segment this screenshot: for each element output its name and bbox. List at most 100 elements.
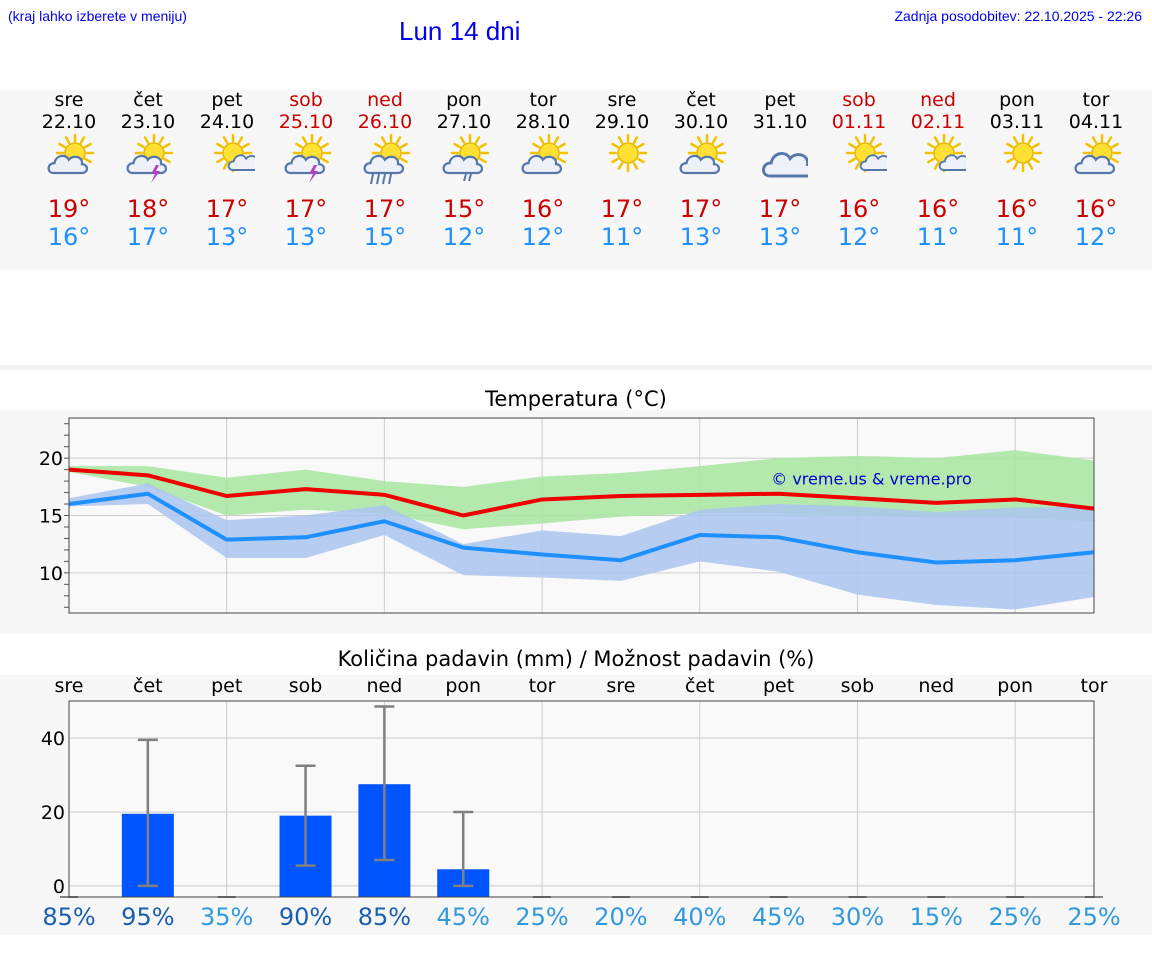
temp-min: 15°	[363, 223, 407, 251]
cloud-shape	[1074, 154, 1116, 175]
sun-thunder-icon	[126, 133, 174, 183]
y-tick-label: 10	[39, 563, 63, 585]
weather-icon-slot	[1056, 133, 1136, 185]
day-name: čet	[133, 89, 163, 111]
weather-icon-slot	[740, 133, 820, 185]
sun-cloud-icon	[1074, 133, 1122, 175]
day-date: 28.10	[515, 111, 571, 133]
weather-icon-slot	[977, 133, 1057, 185]
sun-cloud-icon	[679, 133, 727, 175]
day-name: sob	[289, 89, 323, 111]
precip-probability: 25%	[1067, 903, 1121, 931]
sun-rays	[608, 133, 648, 173]
day-date: 27.10	[436, 111, 492, 133]
precip-day-label: pet	[763, 675, 795, 697]
temp-max: 17°	[284, 195, 328, 223]
temp-min: 12°	[442, 223, 486, 251]
forecast-day: pet 24.10 17° 13°	[187, 89, 267, 251]
day-name: pon	[999, 89, 1035, 111]
sun-icon	[1003, 133, 1043, 173]
separator	[0, 365, 1152, 370]
precip-probability: 85%	[357, 903, 412, 931]
precip-day-label: pon	[445, 675, 482, 697]
precip-probability: 25%	[515, 903, 569, 931]
temp-min: 12°	[521, 223, 565, 251]
location-hint: (kraj lahko izberete v meniju)	[8, 8, 187, 24]
precip-day-label: pon	[997, 675, 1033, 697]
day-date: 31.10	[752, 111, 808, 133]
precip-day-label: tor	[1080, 675, 1108, 697]
y-tick-label: 20	[39, 448, 63, 470]
temp-min: 13°	[205, 223, 249, 251]
temp-min: 12°	[1074, 223, 1118, 251]
day-name: tor	[1082, 89, 1110, 111]
forecast-day: čet 30.10 17° 13°	[661, 89, 741, 251]
precip-probability: 20%	[594, 903, 648, 931]
weather-icon-slot	[503, 133, 583, 185]
day-date: 02.11	[910, 111, 966, 133]
temp-max: 16°	[916, 195, 960, 223]
lightning-bolt	[151, 165, 160, 183]
plot-frame	[68, 417, 1095, 614]
temp-min: 17°	[126, 223, 170, 251]
forecast-strip	[0, 90, 1152, 270]
cloud-shape	[762, 152, 808, 178]
forecast-day: ned 26.10 17° 15°	[345, 89, 425, 251]
sun-cloud-drizzle-icon	[442, 133, 490, 182]
rain-drop	[463, 173, 467, 182]
day-name: ned	[367, 89, 403, 111]
min-temperature-line	[68, 491, 1095, 565]
forecast-day: sre 29.10 17° 11°	[582, 89, 662, 251]
day-date: 24.10	[199, 111, 255, 133]
temp-max: 16°	[837, 195, 881, 223]
sun-disc	[1012, 142, 1034, 164]
precip-day-label: čet	[684, 675, 715, 697]
day-date: 30.10	[673, 111, 729, 133]
temp-max: 16°	[995, 195, 1039, 223]
weather-icon-slot	[108, 133, 188, 185]
precip-probability: 45%	[436, 903, 490, 931]
temp-max: 16°	[1074, 195, 1118, 223]
temp-max: 17°	[679, 195, 723, 223]
rain-drop	[382, 173, 386, 185]
precip-probability: 40%	[673, 903, 727, 931]
day-date: 26.10	[357, 111, 413, 133]
plot-area	[69, 701, 1094, 897]
precip-probability: 45%	[751, 903, 806, 931]
precip-day-label: sre	[606, 675, 636, 697]
precip-day-label: sob	[840, 675, 875, 697]
rain-drop	[388, 173, 392, 185]
precip-probability: 25%	[988, 903, 1042, 931]
weather-icon-slot	[898, 133, 978, 185]
day-name: ned	[920, 89, 956, 111]
forecast-day: tor 28.10 16° 12°	[503, 89, 583, 251]
forecast-day: pon 27.10 15° 12°	[424, 89, 504, 251]
precip-probability: 15%	[909, 903, 963, 931]
precip-probability: 95%	[121, 903, 175, 931]
forecast-day: čet 23.10 18° 17°	[108, 89, 188, 251]
weather-icon-slot	[187, 133, 267, 185]
day-date: 22.10	[41, 111, 97, 133]
weather-icon-slot	[819, 133, 899, 185]
cloud-shape	[679, 154, 721, 175]
day-name: tor	[529, 89, 557, 111]
forecast-day: sob 01.11 16° 12°	[819, 89, 899, 251]
weather-icon-slot	[266, 133, 346, 185]
sun-icon	[608, 133, 648, 173]
precip-day-label: sre	[54, 675, 84, 697]
sun-disc	[617, 142, 639, 164]
temp-min: 11°	[995, 223, 1039, 251]
weather-icon-slot	[424, 133, 504, 185]
precip-probability: 90%	[278, 903, 333, 931]
sun-small-cloud-icon	[924, 133, 966, 173]
precip-day-label: ned	[366, 675, 403, 697]
forecast-day: ned 02.11 16° 11°	[898, 89, 978, 251]
sun-cloud-icon	[47, 133, 95, 175]
weather-icon-slot	[661, 133, 741, 185]
min-temperature-range-band	[69, 483, 1094, 610]
precip-day-label: ned	[918, 675, 955, 697]
temp-min: 16°	[47, 223, 91, 251]
rain-drop	[376, 173, 380, 185]
day-date: 04.11	[1068, 111, 1124, 133]
